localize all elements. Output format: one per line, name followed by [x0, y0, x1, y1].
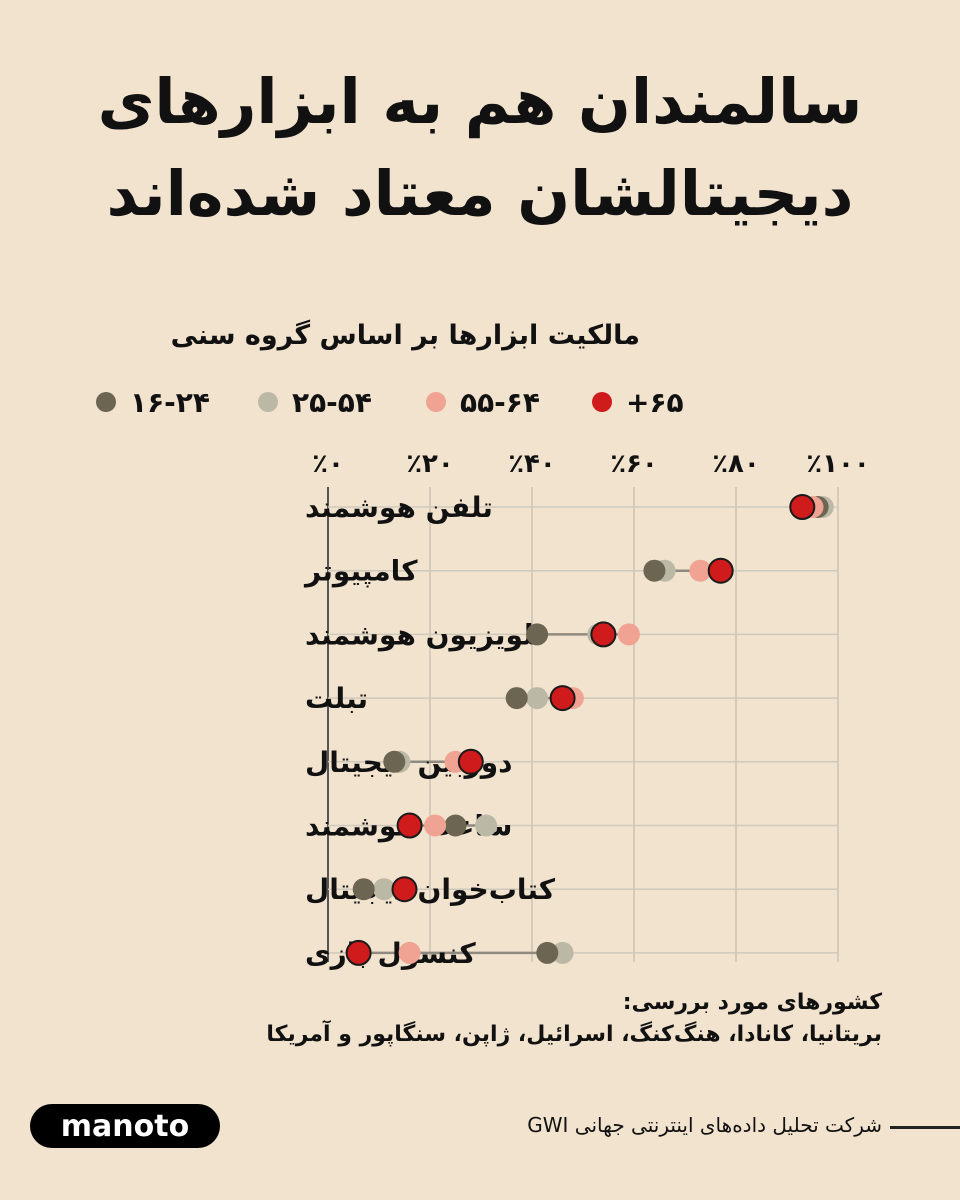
legend-label-25-54: ۲۵-۵۴: [292, 385, 372, 419]
manoto-logo: manoto: [30, 1104, 220, 1148]
category-label-3: تبلت: [305, 682, 368, 715]
source-divider: [890, 1126, 960, 1129]
legend-item-55-64: ۵۵-۶۴: [426, 380, 540, 424]
dot-series-3-cat-7: [345, 939, 372, 966]
x-tick-label-0: ٪۰: [312, 449, 344, 479]
countries-list: بریتانیا، کانادا، هنگ‌کنگ، اسرائیل، ژاپن…: [266, 1022, 882, 1047]
dot-series-2-cat-7: [398, 941, 421, 964]
legend-dot-25-54: [258, 392, 278, 412]
legend-dot-55-64: [426, 392, 446, 412]
dot-series-0-cat-7: [536, 941, 559, 964]
dot-series-0-cat-3: [505, 687, 528, 710]
x-tick-label-60: ٪۶۰: [610, 449, 658, 479]
legend-label-65-plus: +۶۵: [626, 385, 684, 419]
x-tick-label-100: ٪۱۰۰: [806, 449, 869, 479]
legend-item-16-24: ۱۶-۲۴: [96, 380, 210, 424]
dot-series-3-cat-2: [590, 621, 617, 648]
dot-series-1-cat-3: [526, 687, 549, 710]
dot-series-3-cat-5: [396, 812, 423, 839]
dot-series-1-cat-7: [551, 941, 574, 964]
dot-series-3-cat-4: [457, 748, 484, 775]
x-tick-label-80: ٪۸۰: [712, 449, 760, 479]
dot-series-0-cat-1: [643, 559, 666, 582]
x-tick-label-20: ٪۲۰: [406, 449, 454, 479]
category-label-0: تلفن هوشمند: [305, 491, 493, 524]
category-label-1: کامپیوتر: [303, 555, 418, 588]
dot-series-0-cat-6: [352, 878, 375, 901]
countries-heading: کشورهای مورد بررسی:: [622, 990, 882, 1015]
dot-series-0-cat-4: [383, 750, 406, 773]
legend-dot-65-plus: [592, 392, 612, 412]
category-label-7: کنسول بازی: [305, 937, 476, 970]
chart-subtitle: مالکیت ابزارها بر اساس گروه سنی: [170, 320, 640, 351]
dot-series-3-cat-3: [549, 685, 576, 712]
legend-label-16-24: ۱۶-۲۴: [130, 385, 210, 419]
category-label-2: تلویزیون هوشمند: [305, 618, 545, 651]
dot-series-1-cat-5: [475, 814, 498, 837]
dot-series-0-cat-2: [526, 623, 549, 646]
dot-series-3-cat-0: [789, 494, 816, 520]
dot-series-1-cat-6: [373, 878, 396, 901]
dot-series-3-cat-6: [391, 876, 418, 903]
legend-dot-16-24: [96, 392, 116, 412]
category-label-6: کتاب‌خوان دیجیتال: [305, 873, 556, 906]
page-title-line-2: دیجیتالشان معتاد شده‌اند: [106, 157, 854, 230]
dot-series-0-cat-5: [444, 814, 467, 837]
dot-series-2-cat-2: [617, 623, 640, 646]
source-credit: شرکت تحلیل داده‌های اینترنتی جهانی GWI: [527, 1113, 882, 1137]
dot-series-3-cat-1: [707, 557, 734, 584]
dot-series-2-cat-5: [424, 814, 447, 837]
x-tick-label-40: ٪۴۰: [508, 449, 556, 479]
dot-series-2-cat-1: [689, 559, 712, 582]
legend-label-55-64: ۵۵-۶۴: [460, 385, 540, 419]
page-title-line-1: سالمندان هم به ابزارهای: [97, 65, 863, 138]
legend-item-25-54: ۲۵-۵۴: [258, 380, 372, 424]
legend-item-65-plus: +۶۵: [592, 380, 684, 424]
